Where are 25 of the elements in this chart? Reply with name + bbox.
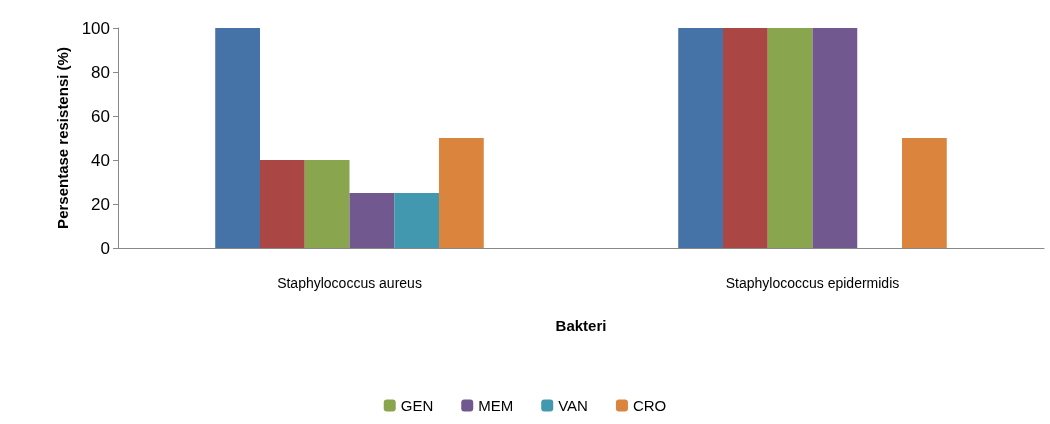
bar (215, 28, 260, 248)
y-tick-label: 80 (91, 62, 110, 82)
bar (259, 160, 305, 248)
bar (902, 138, 947, 248)
legend-label: GEN (400, 397, 434, 414)
y-tick-label: 40 (91, 150, 110, 170)
bar (439, 138, 484, 248)
legend-label: VAN (558, 397, 588, 414)
bar (812, 28, 858, 248)
bar (349, 193, 395, 248)
y-tick-label: 60 (91, 106, 110, 126)
bar (722, 28, 768, 248)
x-tick-label: Staphylococcus epidermidis (725, 275, 900, 291)
legend-label: MEM (478, 397, 514, 414)
bar (767, 28, 813, 248)
y-tick-label: 0 (100, 238, 110, 258)
y-tick-label: 100 (81, 18, 110, 38)
bar (678, 28, 723, 248)
y-axis-title: Persentase resistensi (%) (54, 47, 71, 229)
x-tick-label: Staphylococcus aureus (277, 275, 422, 291)
x-axis-title: Bakteri (555, 317, 607, 334)
y-tick-label: 20 (91, 194, 110, 214)
legend-label: CRO (632, 397, 667, 414)
bar (304, 160, 350, 248)
bar (394, 193, 440, 248)
